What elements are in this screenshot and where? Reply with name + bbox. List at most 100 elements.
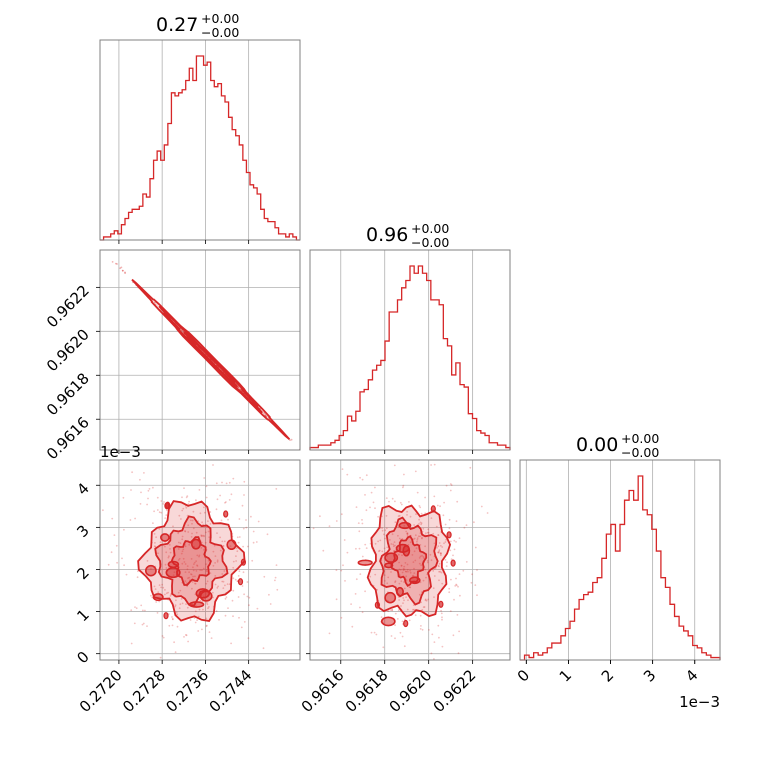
scatter-point [150, 594, 152, 597]
scatter-point [400, 580, 403, 583]
y-tick-label: 0.9620 [43, 325, 93, 375]
scatter-point [197, 615, 200, 618]
contour-blob [237, 578, 244, 586]
panel-title-1: 0.96 +0.00−0.00 [366, 221, 449, 250]
scatter-point [410, 673, 412, 675]
scatter-point [449, 610, 452, 612]
x-tick-label: 0.9620 [386, 666, 436, 716]
scatter-point [215, 508, 218, 511]
scatter-point [424, 496, 426, 499]
scatter-point [421, 554, 423, 557]
histogram-panel-1: 0.96 +0.00−0.00 [309, 221, 511, 454]
scatter-point [201, 521, 204, 524]
scatter-point [445, 484, 448, 487]
scatter-point [152, 522, 154, 524]
scatter-point [381, 527, 383, 529]
title-plus: +0.00 [621, 431, 659, 446]
panel-frame [309, 459, 511, 661]
scatter-point [455, 541, 457, 543]
scatter-point [402, 484, 405, 487]
scatter-point [407, 599, 409, 602]
pair-panel-0-2 [99, 459, 301, 661]
scatter-point [390, 571, 392, 573]
scatter-point [423, 557, 425, 560]
scatter-point [392, 545, 395, 548]
scatter-point [232, 566, 235, 569]
scatter-point [173, 641, 176, 644]
scatter-point [130, 609, 133, 612]
scatter-point [238, 518, 241, 520]
scatter-point [179, 542, 182, 545]
scatter-point [194, 582, 196, 585]
scatter-point [201, 628, 203, 631]
scatter-point [196, 564, 198, 567]
y-tick-label: 0.9616 [43, 413, 93, 463]
scatter-point [243, 480, 246, 483]
scatter-point [178, 514, 181, 517]
scatter-point [382, 646, 385, 649]
scatter-point [155, 601, 158, 603]
scatter-point [192, 569, 195, 572]
scatter-point [322, 549, 325, 552]
contour-blob [165, 501, 171, 509]
scatter-point [355, 506, 358, 508]
scatter-point [449, 489, 452, 492]
contour-blob [384, 552, 399, 564]
scatter-point [156, 612, 159, 614]
contour-blob [384, 591, 397, 604]
scatter-point [222, 587, 225, 589]
x-tick-label: 0 [514, 666, 533, 685]
scatter-point [374, 542, 377, 545]
y-tick-label: 0.9622 [43, 281, 93, 331]
scatter-point [129, 519, 132, 521]
y-tick-label: 0 [73, 648, 92, 667]
contour-blob [188, 601, 205, 608]
scatter-point [416, 540, 418, 543]
scatter-point [426, 531, 429, 534]
x-tick-label: 1 [556, 666, 575, 685]
contour-blob [450, 559, 456, 567]
scatter-point [172, 618, 174, 621]
scatter-point [240, 626, 243, 629]
scatter-point [453, 598, 455, 601]
scatter-point [392, 543, 395, 546]
scatter-point [171, 624, 174, 627]
scatter-point [446, 561, 448, 564]
scatter-point [199, 512, 202, 515]
scatter-point [191, 587, 193, 590]
scatter-point [218, 619, 220, 621]
scatter-point [177, 559, 180, 561]
scatter-point [408, 586, 411, 588]
scatter-point [413, 550, 416, 553]
scatter-point [406, 563, 409, 566]
scatter-point [433, 542, 436, 545]
scatter-point [404, 562, 407, 564]
scatter-point [385, 515, 388, 517]
scatter-point [237, 386, 240, 389]
scatter-point [141, 623, 144, 626]
scatter-point [381, 529, 384, 532]
scatter-point [198, 608, 201, 611]
scatter-point [386, 610, 389, 612]
scatter-point [380, 616, 383, 618]
contour-blob [409, 576, 421, 585]
scatter-point [340, 513, 343, 516]
scatter-point [424, 568, 427, 571]
scatter-point [402, 486, 404, 489]
scatter-point [216, 498, 219, 501]
scatter-point [205, 624, 208, 627]
scatter-point [399, 631, 402, 634]
contour-blob [226, 539, 237, 551]
contour-blob [357, 559, 373, 566]
scatter-point [425, 599, 428, 602]
scatter-point [164, 517, 167, 519]
scatter-point [369, 506, 371, 509]
scatter-point [415, 547, 418, 550]
scatter-point [462, 569, 465, 572]
scatter-point [162, 503, 165, 505]
scatter-point [125, 573, 128, 576]
scatter-point [224, 614, 227, 617]
scatter-point [383, 574, 386, 576]
scatter-point [187, 524, 190, 527]
scatter-point [404, 618, 406, 621]
